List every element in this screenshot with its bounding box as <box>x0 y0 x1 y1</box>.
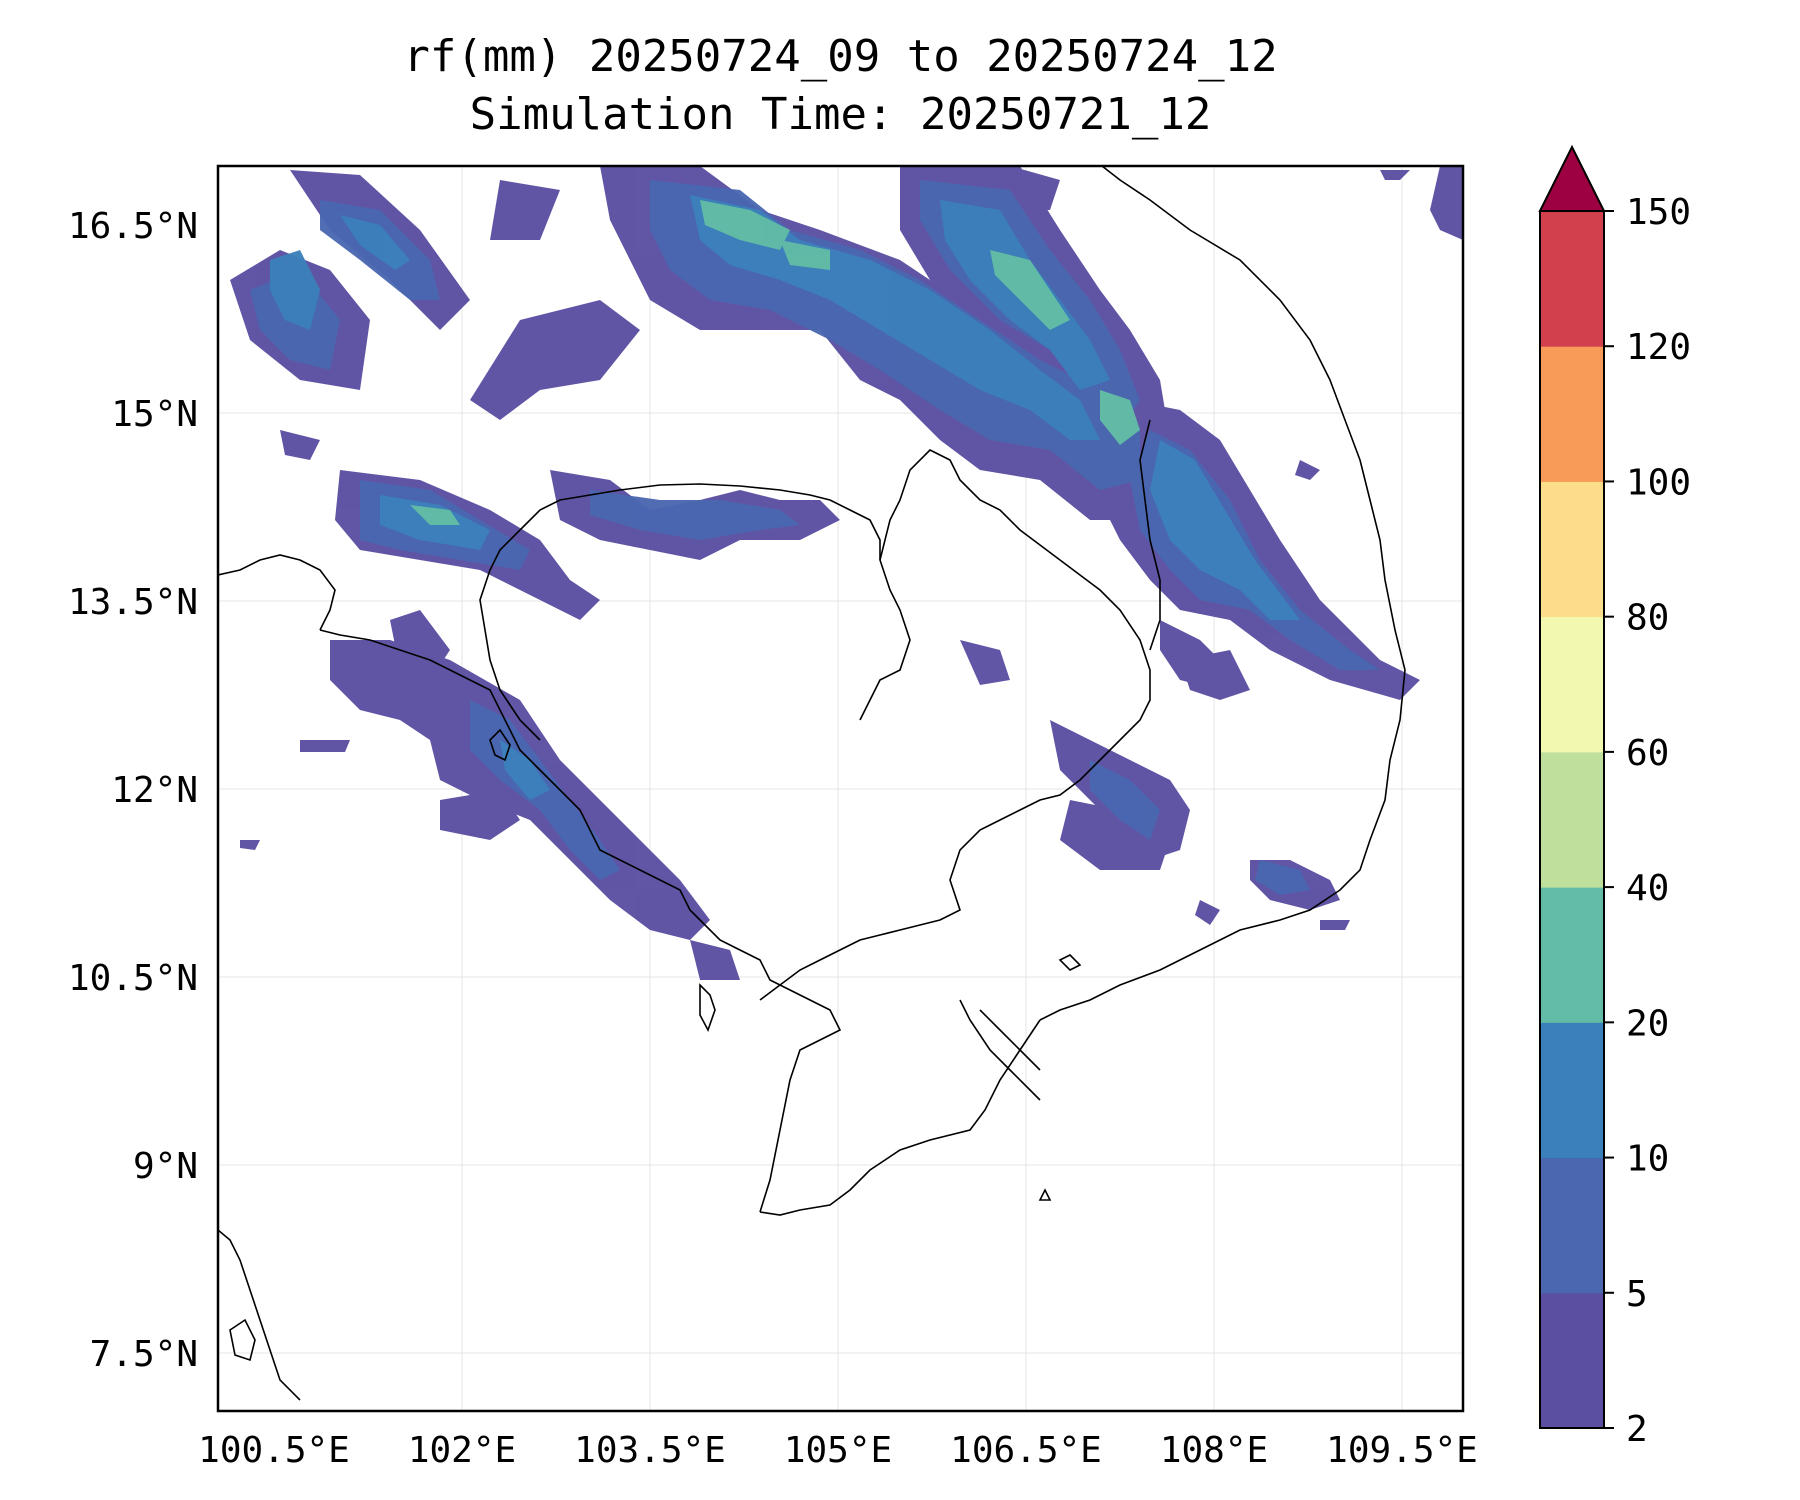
colorbar-segment <box>1540 1022 1604 1159</box>
colorbar-segment <box>1540 481 1604 618</box>
colorbar-tick-label: 5 <box>1626 1274 1648 1315</box>
colorbar-segment <box>1540 346 1604 482</box>
lat-tick-label: 7.5°N <box>90 1334 198 1375</box>
colorbar-tick-label: 100 <box>1626 462 1691 503</box>
colorbar-tick-label: 10 <box>1626 1139 1669 1180</box>
colorbar-frame <box>1539 210 1605 1429</box>
longitude-ticks: 100.5°E 102°E 103.5°E 105°E 106.5°E 108°… <box>198 1430 1478 1471</box>
rainfall-contours-20-40mm <box>410 200 1140 525</box>
lon-tick-label: 108°E <box>1160 1430 1268 1471</box>
latitude-ticks: 16.5°N 15°N 13.5°N 12°N 10.5°N 9°N 7.5°N <box>68 206 198 1375</box>
lon-tick-label: 105°E <box>784 1430 892 1471</box>
colorbar-tick-label: 40 <box>1626 868 1669 909</box>
colorbar-tick-label: 20 <box>1626 1003 1669 1044</box>
colorbar-segment <box>1540 1292 1604 1429</box>
colorbar-segment <box>1540 887 1604 1023</box>
lon-tick-label: 100.5°E <box>198 1430 350 1471</box>
lon-tick-label: 106.5°E <box>950 1430 1102 1471</box>
colorbar-tick-label: 120 <box>1626 327 1691 368</box>
map-frame <box>216 164 1465 1413</box>
colorbar-tick-label: 150 <box>1626 192 1691 233</box>
coastlines-and-borders <box>218 166 1406 1401</box>
colorbar-tick-label: 80 <box>1626 598 1669 639</box>
colorbar-segment <box>1540 751 1604 888</box>
lat-tick-label: 13.5°N <box>68 582 198 623</box>
map-title: rf(mm) 20250724_09 to 20250724_12 Simula… <box>218 28 1463 144</box>
lat-tick-label: 15°N <box>111 394 198 435</box>
lat-tick-label: 16.5°N <box>68 206 198 247</box>
lon-tick-label: 109.5°E <box>1326 1430 1478 1471</box>
title-line-1: rf(mm) 20250724_09 to 20250724_12 <box>403 31 1278 82</box>
colorbar-extend-arrow <box>1538 144 1606 212</box>
colorbar-tick-label: 2 <box>1626 1409 1648 1450</box>
colorbar-tick-label: 60 <box>1626 733 1669 774</box>
colorbar-segment <box>1540 211 1604 347</box>
lon-tick-label: 103.5°E <box>574 1430 726 1471</box>
colorbar-segment <box>1540 616 1604 753</box>
lat-tick-label: 12°N <box>111 770 198 811</box>
lat-tick-label: 10.5°N <box>68 958 198 999</box>
colorbar: 2 5 10 20 40 60 80 100 120 150 <box>1538 144 1691 1450</box>
lat-tick-label: 9°N <box>133 1146 198 1187</box>
title-line-2: Simulation Time: 20250721_12 <box>469 89 1212 140</box>
colorbar-segment <box>1540 1157 1604 1294</box>
lon-tick-label: 102°E <box>408 1430 516 1471</box>
